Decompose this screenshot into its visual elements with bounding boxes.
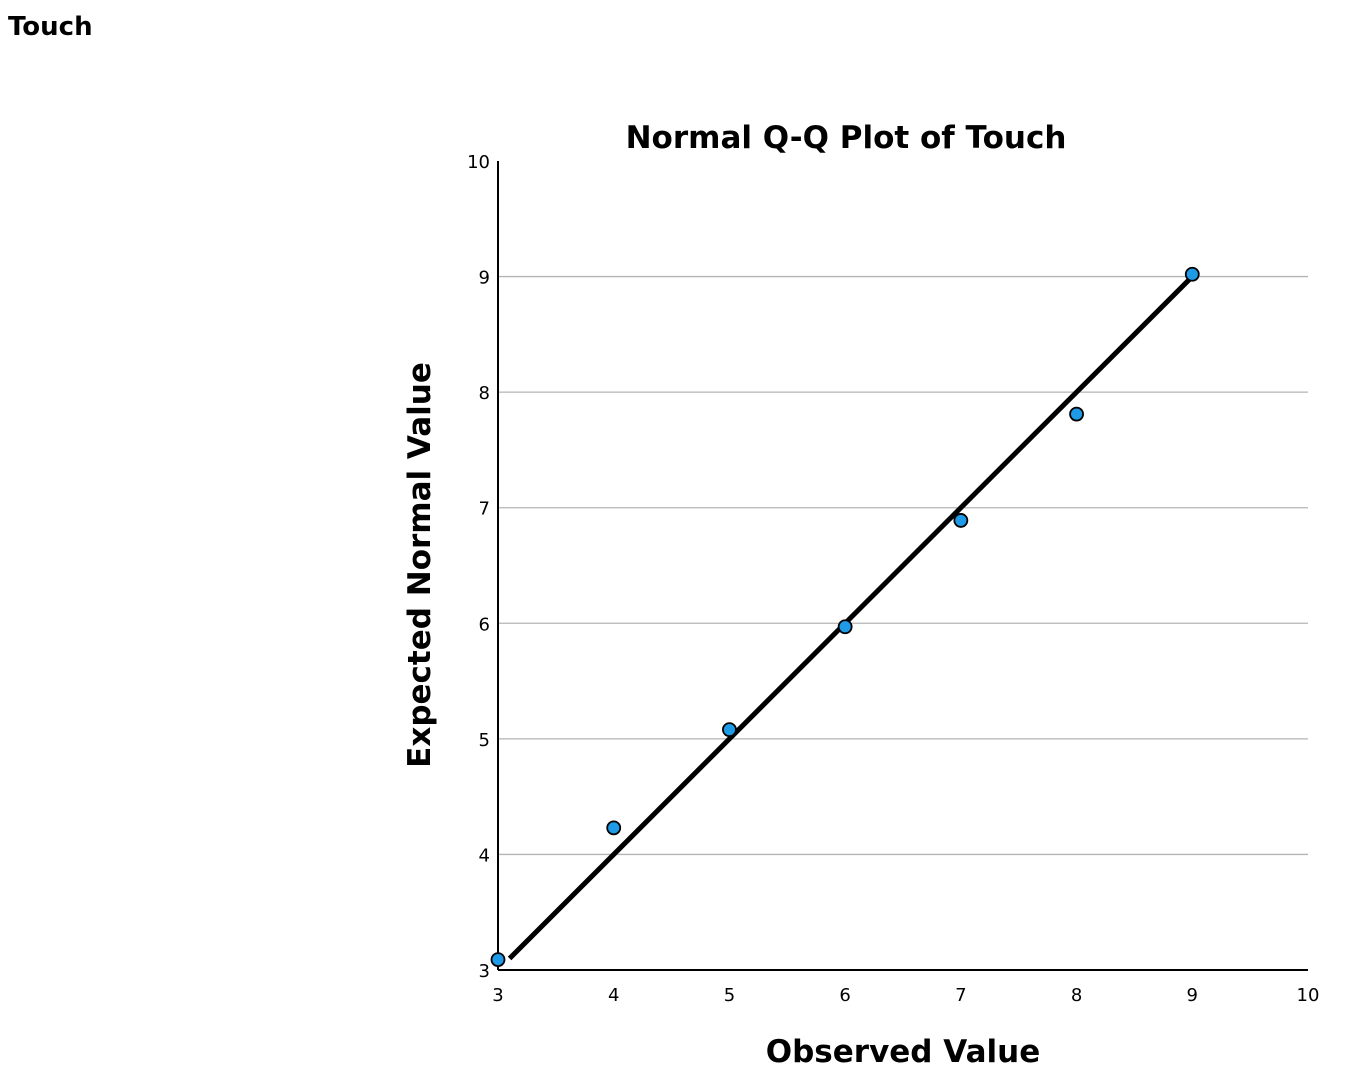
data-point-6 — [1184, 266, 1200, 282]
y-axis-label: Expected Normal Value — [402, 362, 438, 768]
x-tick-label-4: 4 — [608, 985, 619, 1006]
data-point-3 — [837, 619, 853, 635]
x-tick-label-10: 10 — [1297, 985, 1320, 1006]
section-heading: Touch — [8, 12, 93, 42]
y-tick-label-7: 7 — [479, 499, 490, 520]
data-point-0 — [490, 952, 506, 967]
x-tick-label-5: 5 — [724, 985, 735, 1006]
x-tick-label-3: 3 — [492, 985, 503, 1006]
y-tick-label-10: 10 — [467, 152, 490, 173]
x-tick-label-8: 8 — [1071, 985, 1082, 1006]
reference-line — [507, 274, 1195, 961]
x-tick-label-6: 6 — [839, 985, 850, 1006]
data-points — [490, 266, 1200, 967]
grid-lines — [498, 275, 1308, 856]
data-point-1 — [606, 820, 622, 836]
x-tick-label-9: 9 — [1187, 985, 1198, 1006]
reference-line-layer — [507, 274, 1195, 961]
y-tick-label-6: 6 — [479, 614, 490, 635]
data-point-4 — [953, 513, 969, 528]
data-point-2 — [722, 722, 737, 738]
y-tick-label-5: 5 — [479, 730, 490, 751]
y-tick-label-9: 9 — [479, 268, 490, 289]
chart-title: Normal Q-Q Plot of Touch — [626, 120, 1067, 156]
y-tick-label-4: 4 — [479, 845, 490, 866]
data-point-5 — [1069, 406, 1084, 422]
tick-labels: 3 4 5 6 7 8 9 10 3 4 5 6 7 8 9 10 — [467, 152, 1319, 1006]
x-tick-label-7: 7 — [955, 985, 966, 1006]
y-tick-label-3: 3 — [479, 961, 490, 982]
axes — [497, 161, 1308, 971]
y-tick-label-8: 8 — [479, 383, 490, 404]
x-axis-label: Observed Value — [766, 1034, 1040, 1070]
